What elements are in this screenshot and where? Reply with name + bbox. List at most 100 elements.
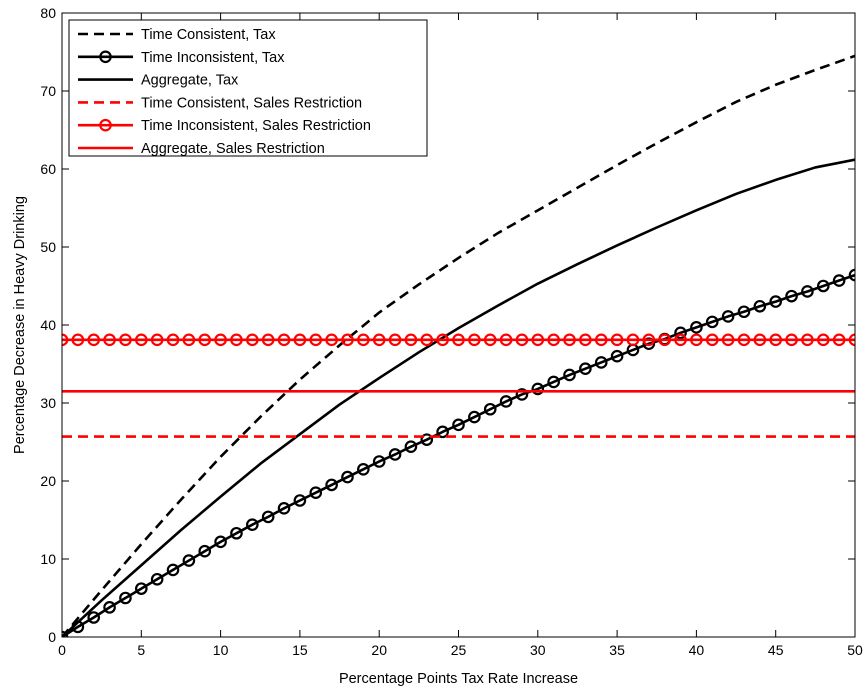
legend-entry: Aggregate, Tax [78, 73, 239, 89]
data-point [230, 333, 243, 347]
legend-entry: Time Consistent, Tax [78, 27, 276, 43]
data-point [737, 333, 751, 347]
data-point [785, 289, 798, 303]
data-point [690, 321, 703, 334]
x-tick-label: 35 [609, 642, 625, 658]
data-point [246, 518, 259, 531]
data-point [531, 382, 545, 396]
x-tick-label: 30 [530, 642, 546, 658]
data-point [246, 333, 259, 347]
data-point [87, 611, 101, 624]
legend-label: Time Inconsistent, Sales Restriction [141, 118, 371, 134]
data-point [452, 333, 465, 347]
data-point [721, 333, 735, 347]
data-point [801, 285, 814, 298]
y-tick-label: 20 [40, 473, 56, 489]
series-time-consistent-tax [62, 54, 855, 637]
legend-label: Aggregate, Sales Restriction [141, 141, 325, 157]
data-point [483, 402, 497, 416]
data-point [499, 333, 513, 347]
data-point [769, 295, 782, 308]
data-point [325, 478, 338, 492]
data-point [261, 510, 275, 524]
data-point [62, 333, 69, 347]
data-point [594, 333, 608, 347]
data-point [579, 333, 592, 347]
data-point [816, 279, 830, 293]
data-point [832, 333, 846, 347]
x-tick-label: 25 [451, 642, 467, 658]
legend-entry: Time Inconsistent, Tax [78, 50, 285, 66]
data-point [198, 544, 212, 558]
data-point [674, 326, 687, 340]
series-line [62, 54, 855, 637]
data-point [563, 333, 576, 347]
data-point [135, 333, 148, 347]
data-point [721, 310, 735, 323]
data-point [816, 333, 830, 347]
y-tick-label: 40 [40, 317, 56, 333]
data-point [642, 337, 656, 351]
data-point [785, 333, 798, 347]
data-point [166, 563, 180, 577]
data-point [293, 494, 307, 507]
data-point [277, 501, 291, 515]
data-point [753, 299, 767, 313]
legend-marker [99, 50, 112, 64]
data-point [119, 333, 132, 347]
data-point [135, 582, 148, 595]
y-axis-label: Percentage Decrease in Heavy Drinking [12, 196, 28, 454]
data-point [690, 333, 703, 347]
legend-label: Time Consistent, Tax [141, 27, 276, 43]
data-point [769, 333, 782, 347]
data-point [626, 333, 640, 347]
data-point [150, 333, 164, 347]
data-point [436, 333, 449, 347]
axes: 0 5 10 15 20 25 30 35 40 45 50 0 10 20 30 40 50 60 70 80 [40, 5, 863, 658]
legend-entry: Time Consistent, Sales Restriction [78, 95, 362, 111]
data-point [357, 462, 370, 476]
data-point [610, 349, 624, 363]
y-tick-label: 70 [40, 83, 56, 99]
data-point [404, 440, 418, 453]
legend-label: Time Inconsistent, Tax [141, 50, 285, 66]
series-aggregate-tax [62, 158, 855, 637]
data-point [801, 333, 814, 347]
data-point [71, 333, 85, 347]
data-point [753, 333, 767, 347]
legend-entry: Aggregate, Sales Restriction [78, 141, 325, 157]
data-point [341, 333, 354, 347]
data-point [309, 333, 323, 347]
data-point [515, 333, 529, 347]
legend-label: Time Consistent, Sales Restriction [141, 95, 362, 111]
legend: Time Consistent, Tax Time Inconsistent, T… [68, 19, 428, 157]
data-point [420, 333, 434, 347]
data-point [103, 333, 116, 347]
data-point [214, 333, 227, 347]
data-point [642, 333, 656, 347]
data-point [341, 470, 354, 484]
data-point [705, 315, 719, 329]
data-point [119, 591, 132, 605]
data-point [261, 333, 275, 347]
x-tick-label: 50 [847, 642, 863, 658]
data-point [674, 333, 687, 347]
data-point [705, 333, 719, 347]
data-point [452, 418, 465, 432]
x-tick-label: 5 [137, 642, 145, 658]
data-point [436, 425, 449, 439]
legend-box [68, 19, 428, 157]
legend-entry: Time Inconsistent, Sales Restriction [78, 118, 371, 134]
data-point [182, 554, 196, 567]
data-point [388, 448, 402, 461]
x-axis-label: Percentage Points Tax Rate Increase [339, 671, 578, 687]
x-tick-label: 0 [58, 642, 66, 658]
x-tick-label: 10 [213, 642, 229, 658]
data-point [579, 362, 592, 375]
legend-label: Aggregate, Tax [141, 73, 239, 89]
data-point [594, 356, 608, 369]
data-point [357, 333, 370, 347]
data-point [182, 333, 196, 347]
y-tick-label: 50 [40, 239, 56, 255]
